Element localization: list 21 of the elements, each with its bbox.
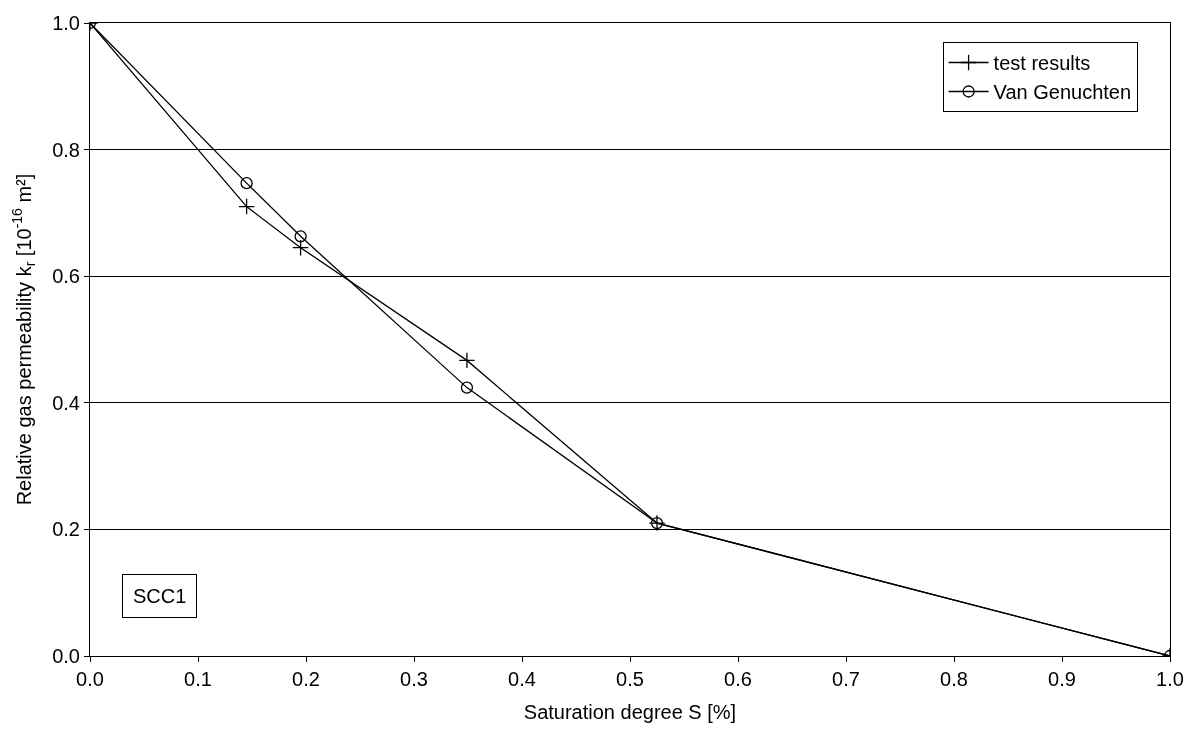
x-tick-label: 0.6	[724, 668, 752, 690]
x-tick-label: 0.3	[400, 668, 428, 690]
x-tick-label: 0.1	[184, 668, 212, 690]
y-tick-label: 0.4	[52, 391, 80, 414]
legend-label: test results	[993, 52, 1091, 75]
y-tick-label: 0.8	[52, 138, 80, 161]
x-tick-label: 0.7	[832, 668, 860, 690]
x-axis-title: Saturation degree S [%]	[523, 700, 737, 723]
x-tick-label: 0.2	[292, 668, 320, 690]
y-tick-label: 0.2	[52, 518, 80, 541]
x-tick-label: 0.5	[616, 668, 644, 690]
legend-label: Van Genuchten	[993, 81, 1132, 104]
y-tick-label: 1.0	[52, 12, 80, 34]
annotation: SCC1	[133, 585, 187, 607]
x-tick-label: 0.8	[940, 668, 968, 690]
x-tick-label: 0.0	[76, 668, 104, 690]
x-tick-label: 0.4	[508, 668, 536, 690]
y-tick-label: 0.6	[52, 265, 80, 288]
y-tick-label: 0.0	[52, 645, 80, 667]
x-tick-label: 1.0	[1156, 668, 1184, 690]
x-tick-label: 0.9	[1048, 668, 1076, 690]
